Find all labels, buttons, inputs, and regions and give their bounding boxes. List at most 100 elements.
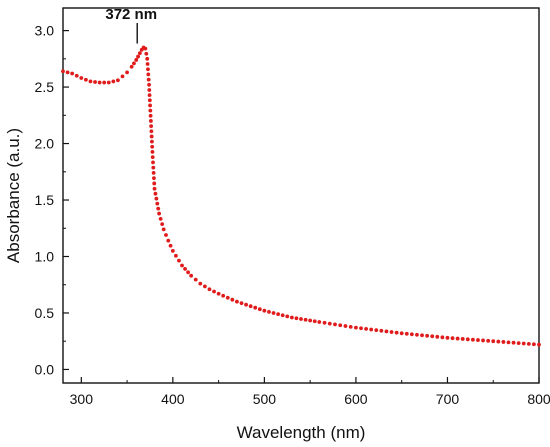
data-point (271, 311, 276, 315)
data-point (186, 270, 191, 275)
data-point (193, 277, 198, 282)
data-point (420, 333, 424, 338)
data-point (496, 339, 501, 344)
data-point (148, 113, 153, 118)
data-point (106, 80, 111, 85)
data-point (145, 62, 150, 66)
data-point (134, 58, 139, 62)
data-point (79, 76, 84, 80)
data-point (440, 335, 445, 340)
data-point (399, 331, 404, 336)
data-point (148, 103, 152, 108)
data-point (111, 79, 116, 84)
data-point (285, 314, 290, 319)
x-axis-ticks: 300 400 500 600 700 800 (70, 377, 550, 407)
data-point (289, 315, 294, 320)
data-point (267, 309, 271, 314)
x-tick-label: 700 (436, 391, 460, 407)
data-point (170, 248, 175, 253)
data-point (404, 331, 409, 336)
data-point (157, 211, 162, 216)
data-point (486, 338, 491, 343)
data-point (476, 338, 480, 342)
data-point (177, 258, 181, 263)
x-tick-label: 500 (253, 391, 277, 407)
plot-frame (62, 7, 540, 384)
data-point (239, 301, 244, 306)
data-point (491, 339, 496, 344)
data-point (317, 320, 322, 324)
x-tick-label: 800 (527, 391, 550, 407)
data-point (120, 74, 125, 79)
y-tick-label: 0.0 (35, 361, 55, 377)
data-point (146, 72, 151, 77)
data-point (150, 139, 154, 144)
y-tick-label: 3.0 (35, 23, 55, 39)
data-point (415, 332, 419, 337)
data-point (137, 51, 142, 56)
data-point (379, 328, 384, 333)
data-point (97, 80, 102, 85)
data-point (149, 124, 154, 129)
data-point (244, 302, 248, 307)
data-point (88, 79, 93, 84)
data-point (253, 305, 258, 310)
data-point (369, 327, 374, 332)
data-point (389, 330, 394, 334)
data-point (189, 273, 194, 278)
data-point (262, 308, 267, 313)
data-point (343, 324, 348, 328)
data-point (180, 263, 184, 268)
y-tick-label: 1.0 (35, 248, 55, 264)
data-point (149, 134, 154, 139)
data-point (374, 328, 379, 333)
data-point (83, 77, 88, 82)
data-point (166, 238, 171, 243)
data-point (168, 243, 173, 248)
data-point (174, 253, 178, 258)
data-point (511, 340, 516, 345)
data-point (129, 64, 134, 69)
data-point (450, 336, 455, 341)
data-point (212, 289, 216, 294)
data-point (216, 291, 221, 296)
data-point (348, 324, 353, 329)
data-point (102, 80, 107, 85)
data-point (61, 69, 65, 74)
data-point (354, 325, 358, 330)
x-tick-label: 400 (161, 391, 185, 407)
data-point (149, 129, 154, 134)
data-point (532, 342, 536, 347)
data-point (136, 54, 140, 59)
data-point (146, 77, 151, 82)
data-point (359, 326, 363, 331)
data-point (425, 333, 430, 338)
data-point (74, 73, 79, 78)
data-point (230, 297, 235, 302)
data-point (132, 61, 136, 66)
data-point (445, 335, 450, 340)
data-point (150, 155, 155, 160)
data-point (394, 330, 399, 335)
data-point (93, 80, 97, 84)
data-point (151, 171, 156, 175)
data-point (151, 165, 156, 170)
data-point (364, 327, 368, 331)
y-tick-label: 2.5 (35, 79, 55, 95)
data-point (460, 337, 465, 341)
data-point (156, 206, 161, 211)
data-point (521, 341, 526, 346)
data-point (333, 322, 337, 327)
data-point (164, 233, 168, 237)
x-tick-label: 300 (70, 391, 94, 407)
data-point (152, 176, 156, 181)
data-point (280, 313, 285, 318)
data-point (152, 186, 157, 191)
x-tick-label: 600 (344, 391, 368, 407)
data-point (202, 284, 207, 289)
data-point (308, 318, 313, 323)
data-point (516, 341, 521, 345)
y-tick-label: 0.5 (35, 305, 55, 321)
data-point (148, 108, 153, 113)
y-axis-ticks: 0.0 0.5 1.0 1.5 2.0 2.5 3.0 (35, 23, 69, 377)
